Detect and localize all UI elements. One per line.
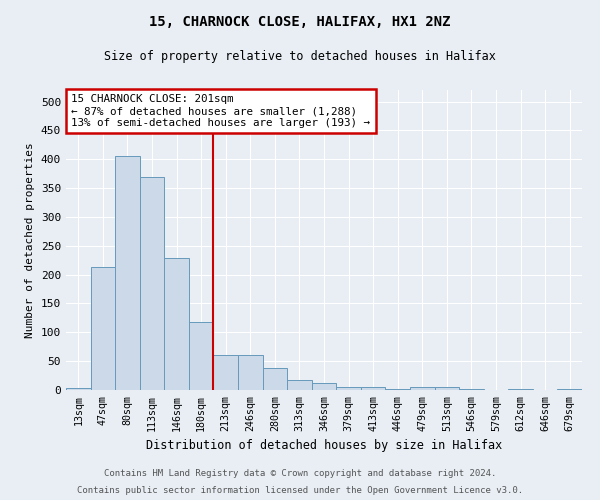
Bar [66,388,91,390]
Y-axis label: Number of detached properties: Number of detached properties [25,142,35,338]
Text: 15, CHARNOCK CLOSE, HALIFAX, HX1 2NZ: 15, CHARNOCK CLOSE, HALIFAX, HX1 2NZ [149,15,451,29]
Text: 15 CHARNOCK CLOSE: 201sqm
← 87% of detached houses are smaller (1,288)
13% of se: 15 CHARNOCK CLOSE: 201sqm ← 87% of detac… [71,94,370,128]
Bar [140,176,164,390]
Bar [410,386,434,390]
Text: Contains HM Land Registry data © Crown copyright and database right 2024.: Contains HM Land Registry data © Crown c… [104,468,496,477]
Bar [91,267,115,390]
Bar [336,387,361,390]
Bar [115,156,140,390]
Bar [287,380,312,390]
Bar [557,389,582,390]
Text: Contains public sector information licensed under the Open Government Licence v3: Contains public sector information licen… [77,486,523,495]
Bar [189,322,214,390]
Bar [263,368,287,390]
Bar [312,382,336,390]
X-axis label: Distribution of detached houses by size in Halifax: Distribution of detached houses by size … [146,439,502,452]
Bar [164,258,189,390]
Bar [214,356,238,390]
Bar [238,356,263,390]
Bar [361,386,385,390]
Text: Size of property relative to detached houses in Halifax: Size of property relative to detached ho… [104,50,496,63]
Bar [434,387,459,390]
